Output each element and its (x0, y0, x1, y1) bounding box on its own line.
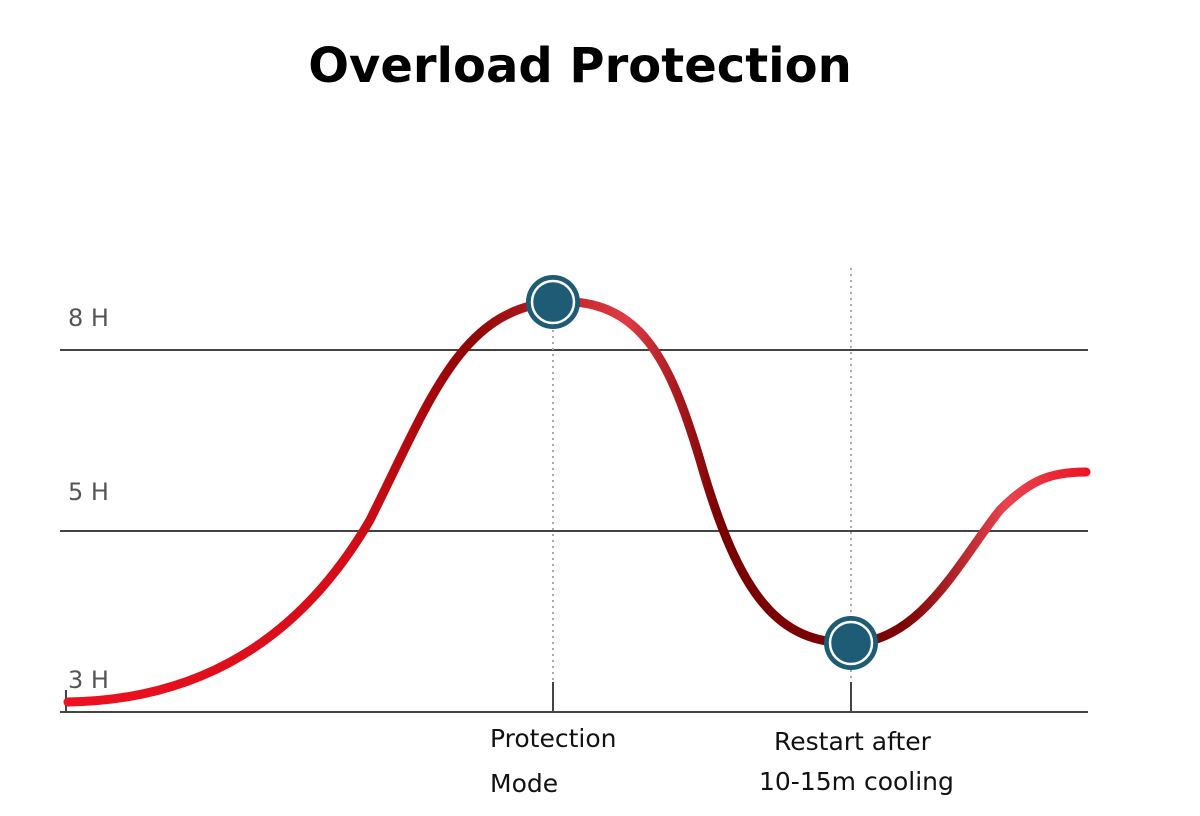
level-label: 3 H (68, 666, 109, 694)
annotation: 10-15m cooling (759, 767, 954, 796)
title: Overload Protection (308, 38, 852, 94)
marker-ring (530, 279, 576, 325)
marker (526, 275, 580, 329)
level-label: 5 H (68, 478, 109, 506)
marker-ring (828, 620, 874, 666)
annotation: Restart after (774, 727, 932, 756)
marker (824, 616, 878, 670)
level-label: 8 H (68, 304, 109, 332)
load-curve (63, 297, 1091, 707)
annotation: Protection (490, 724, 616, 753)
annotation: Mode (490, 769, 558, 798)
